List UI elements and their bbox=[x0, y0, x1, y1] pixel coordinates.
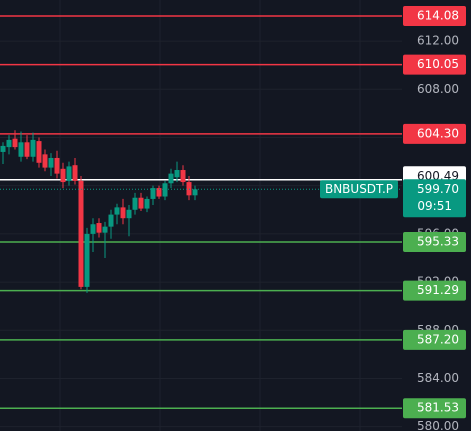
candle-body bbox=[24, 142, 30, 157]
y-tick-label: 612.00 bbox=[417, 34, 459, 48]
candle-body bbox=[168, 173, 174, 184]
level-label: 614.08 bbox=[417, 9, 459, 23]
candle-body bbox=[150, 188, 156, 199]
candle-body bbox=[84, 233, 90, 287]
candle-body bbox=[156, 188, 162, 197]
y-tick-label: 608.00 bbox=[417, 82, 459, 96]
candle-body bbox=[90, 224, 96, 234]
level-label: 587.20 bbox=[417, 332, 459, 346]
level-label-box bbox=[403, 398, 466, 419]
candle-body bbox=[126, 209, 132, 219]
candle-body bbox=[102, 226, 108, 233]
candle-body bbox=[138, 197, 144, 209]
candle-body bbox=[180, 170, 186, 183]
level-label-box bbox=[403, 280, 466, 301]
candle-body bbox=[66, 166, 72, 181]
symbol-label: BNBUSDT.P bbox=[325, 182, 393, 196]
level-label: 595.33 bbox=[417, 234, 459, 248]
level-label: 591.29 bbox=[417, 283, 459, 297]
candle-body bbox=[174, 170, 180, 178]
candle-body bbox=[114, 207, 120, 215]
level-label: 610.05 bbox=[417, 57, 459, 71]
candle-body bbox=[42, 154, 48, 168]
candle-body bbox=[36, 141, 42, 163]
level-label-box bbox=[403, 54, 466, 75]
level-label-box bbox=[403, 231, 466, 252]
level-label-box bbox=[403, 123, 466, 144]
candle-body bbox=[162, 183, 168, 197]
candle-body bbox=[96, 223, 102, 233]
candle-body bbox=[60, 168, 66, 183]
candle-body bbox=[186, 182, 192, 196]
level-label-box bbox=[403, 6, 466, 27]
y-tick-label: 580.00 bbox=[417, 419, 459, 431]
level-label: 581.53 bbox=[417, 401, 459, 415]
symbol-box bbox=[320, 180, 398, 199]
last-price-label: 599.70 bbox=[417, 182, 459, 196]
candle-body bbox=[120, 207, 126, 219]
candle-body bbox=[48, 157, 54, 168]
candle-body bbox=[6, 139, 12, 148]
candle-body bbox=[144, 198, 150, 209]
candle-body bbox=[12, 138, 18, 148]
candle-body bbox=[78, 180, 84, 287]
level-label-box bbox=[403, 329, 466, 350]
candle-body bbox=[192, 189, 198, 196]
y-tick-label: 584.00 bbox=[417, 371, 459, 385]
candle-body bbox=[18, 142, 24, 157]
candle-body bbox=[72, 165, 78, 181]
candle-body bbox=[132, 197, 138, 210]
candle-body bbox=[0, 145, 6, 152]
last-price-box bbox=[403, 179, 466, 218]
candle-body bbox=[30, 139, 36, 157]
countdown-label: 09:51 bbox=[417, 199, 452, 213]
candle-body bbox=[108, 214, 114, 227]
candle-body bbox=[54, 157, 60, 174]
level-label: 604.30 bbox=[417, 126, 459, 140]
